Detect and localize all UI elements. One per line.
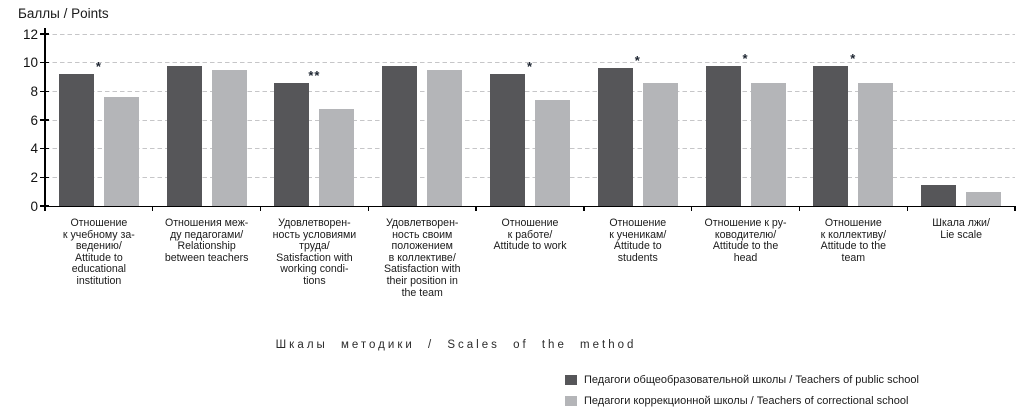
gridline-4 bbox=[45, 148, 1015, 150]
legend-row: Педагоги общеобразовательной школы / Tea… bbox=[565, 373, 919, 386]
y-tick-4 bbox=[40, 147, 49, 150]
bar-correctional-school bbox=[750, 82, 786, 206]
bar-public-school bbox=[813, 65, 849, 206]
x-category-label: Отношение к ученикам/ Attitude to studen… bbox=[609, 217, 667, 264]
y-tick-12 bbox=[40, 33, 49, 35]
bar-public-school bbox=[58, 74, 94, 206]
x-tick bbox=[906, 206, 908, 211]
bar-public-school bbox=[921, 184, 957, 206]
x-tick bbox=[152, 206, 154, 211]
x-tick bbox=[259, 206, 262, 211]
y-tick-label: 0 bbox=[30, 198, 38, 214]
bar-correctional-school bbox=[535, 99, 570, 206]
x-tick bbox=[583, 206, 585, 211]
x-axis-title: Шкалы методики / Scales of the method bbox=[275, 339, 637, 351]
x-category-label: Отношение к ру- ководителю/ Attitude to … bbox=[704, 217, 787, 264]
significance-marker: ** bbox=[308, 67, 321, 83]
bar-correctional-school bbox=[103, 97, 139, 206]
x-tick bbox=[690, 206, 693, 211]
legend: Педагоги общеобразовательной школы / Tea… bbox=[565, 373, 919, 415]
x-category-label: Отношения меж- ду педагогами/ Relationsh… bbox=[164, 217, 249, 264]
y-tick-label: 2 bbox=[30, 169, 38, 185]
legend-swatch-icon bbox=[565, 395, 577, 406]
y-tick-label: 10 bbox=[22, 55, 38, 71]
bar-correctional-school bbox=[858, 82, 894, 206]
bar-correctional-school bbox=[966, 191, 1002, 206]
y-tick-10 bbox=[40, 61, 49, 64]
y-tick-label: 8 bbox=[30, 83, 38, 99]
legend-swatch-icon bbox=[565, 374, 577, 385]
bar-correctional-school bbox=[211, 69, 247, 206]
gridline-12 bbox=[45, 33, 1015, 35]
bar-public-school bbox=[597, 68, 633, 206]
y-tick-label: 12 bbox=[22, 26, 38, 42]
x-tick bbox=[1014, 206, 1016, 211]
significance-marker: * bbox=[742, 50, 749, 66]
bar-correctional-school bbox=[642, 82, 678, 206]
bar-public-school bbox=[490, 74, 525, 206]
gridline-2 bbox=[45, 176, 1015, 179]
y-tick-6 bbox=[40, 119, 49, 121]
x-axis-line bbox=[44, 205, 1016, 208]
legend-row: Педагоги коррекционной школы / Teachers … bbox=[565, 394, 919, 407]
x-tick bbox=[798, 206, 801, 211]
x-category-label: Удовлетворен- ность условиями труда/ Sat… bbox=[272, 217, 357, 287]
y-axis-title: Баллы / Points bbox=[18, 6, 109, 21]
bar-public-school bbox=[274, 82, 310, 206]
significance-marker: * bbox=[634, 53, 641, 69]
y-tick-label: 4 bbox=[30, 141, 38, 157]
bar-public-school bbox=[166, 65, 202, 206]
gridline-10 bbox=[45, 62, 1015, 64]
x-tick bbox=[367, 206, 370, 211]
y-tick-8 bbox=[40, 90, 49, 93]
x-category-label: Отношение к работе/ Attitude to work bbox=[493, 217, 567, 253]
bar-correctional-school bbox=[319, 108, 355, 206]
significance-marker: * bbox=[850, 50, 857, 66]
x-category-label: Отношение к учебному за- ведению/ Attitu… bbox=[62, 217, 135, 287]
significance-marker: * bbox=[95, 59, 102, 75]
x-tick bbox=[44, 206, 46, 211]
gridline-8 bbox=[45, 90, 1015, 93]
bar-public-school bbox=[705, 65, 741, 206]
x-category-label: Шкала лжи/ Lie scale bbox=[932, 217, 990, 241]
significance-marker: * bbox=[526, 59, 534, 75]
x-category-label: Отношение к коллективу/ Attitude to the … bbox=[820, 217, 887, 264]
x-tick bbox=[475, 206, 477, 211]
y-tick-2 bbox=[40, 176, 49, 179]
y-tick-0 bbox=[40, 205, 49, 207]
gridline-6 bbox=[45, 119, 1015, 121]
y-tick-label: 6 bbox=[30, 112, 38, 128]
bar-correctional-school bbox=[427, 69, 463, 206]
legend-label: Педагоги общеобразовательной школы / Tea… bbox=[584, 373, 919, 386]
bar-public-school bbox=[382, 65, 418, 206]
legend-label: Педагоги коррекционной школы / Teachers … bbox=[584, 394, 909, 407]
x-category-label: Удовлетворен- ность своим положением в к… bbox=[383, 217, 461, 299]
